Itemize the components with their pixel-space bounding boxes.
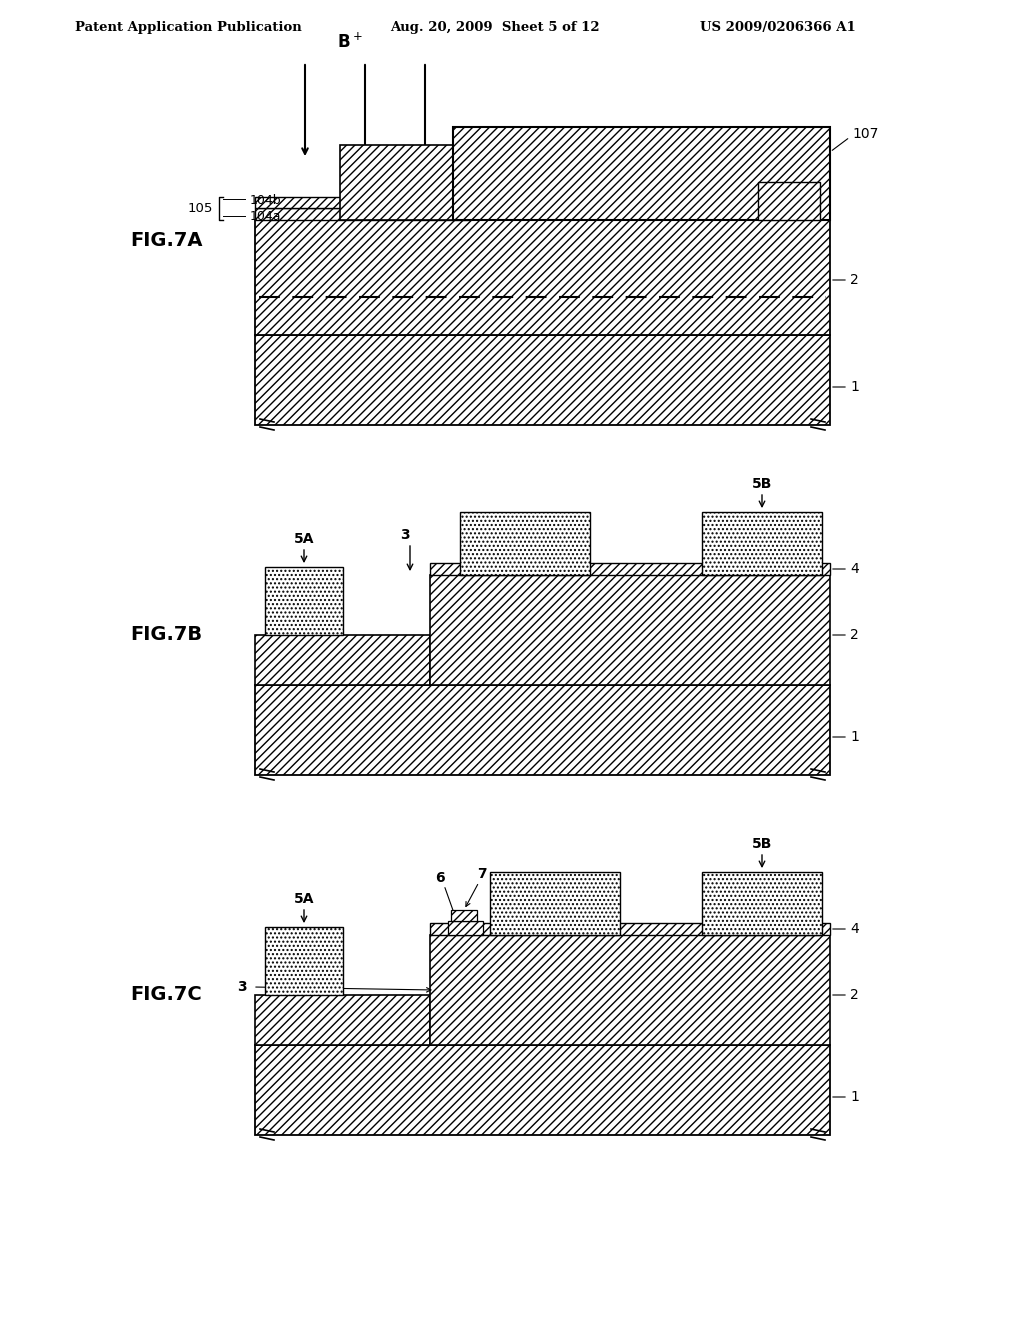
Bar [453,127,830,220]
Bar [255,197,470,209]
Bar [255,1045,830,1135]
Bar [255,685,830,775]
Text: Aug. 20, 2009  Sheet 5 of 12: Aug. 20, 2009 Sheet 5 of 12 [390,21,600,34]
Bar [758,182,820,220]
Bar [255,220,830,335]
Text: 105: 105 [187,202,213,215]
Bar [702,873,822,935]
Bar [255,635,430,685]
Bar [430,564,830,576]
Text: 5A: 5A [294,892,314,906]
Text: 3: 3 [400,528,410,543]
Text: Patent Application Publication: Patent Application Publication [75,21,302,34]
Text: 6: 6 [435,871,444,884]
Text: FIG.7A: FIG.7A [130,231,203,249]
Text: 2: 2 [850,987,859,1002]
Bar [430,935,830,1045]
Bar [255,209,470,220]
Bar [490,873,620,935]
Text: 1: 1 [850,730,859,744]
Bar [430,923,830,935]
Bar [340,145,455,220]
Text: 5B: 5B [752,837,772,851]
Text: B$^+$: B$^+$ [337,33,362,51]
Text: 4: 4 [850,562,859,576]
Text: 104b: 104b [250,194,282,206]
Text: US 2009/0206366 A1: US 2009/0206366 A1 [700,21,856,34]
Bar [430,576,830,685]
Text: 2: 2 [850,628,859,642]
Bar [449,921,483,935]
Bar [702,512,822,576]
Text: 3: 3 [238,979,247,994]
Bar [255,335,830,425]
Text: FIG.7B: FIG.7B [130,626,202,644]
Text: 2: 2 [850,273,859,286]
Text: 4: 4 [850,921,859,936]
Text: 1: 1 [850,380,859,393]
Bar [265,568,343,635]
Bar [451,909,477,921]
Text: 5B: 5B [752,477,772,491]
Bar [460,512,590,576]
Bar [265,927,343,995]
Text: 1: 1 [850,1090,859,1104]
Text: 7: 7 [477,867,486,880]
Bar [255,995,430,1045]
Text: FIG.7C: FIG.7C [130,986,202,1005]
Text: 5A: 5A [294,532,314,546]
Text: 104a: 104a [250,210,282,223]
Text: 107: 107 [852,127,879,141]
